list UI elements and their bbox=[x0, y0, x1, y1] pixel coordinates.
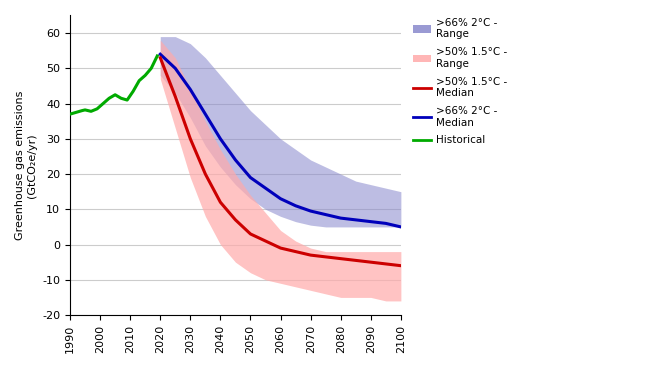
Legend: >66% 2°C -
Range, >50% 1.5°C -
Range, >50% 1.5°C -
Median, >66% 2°C -
Median, Hi: >66% 2°C - Range, >50% 1.5°C - Range, >5… bbox=[409, 15, 511, 149]
Y-axis label: Greenhouse gas emissions
(GtCO₂e/yr): Greenhouse gas emissions (GtCO₂e/yr) bbox=[15, 91, 37, 240]
